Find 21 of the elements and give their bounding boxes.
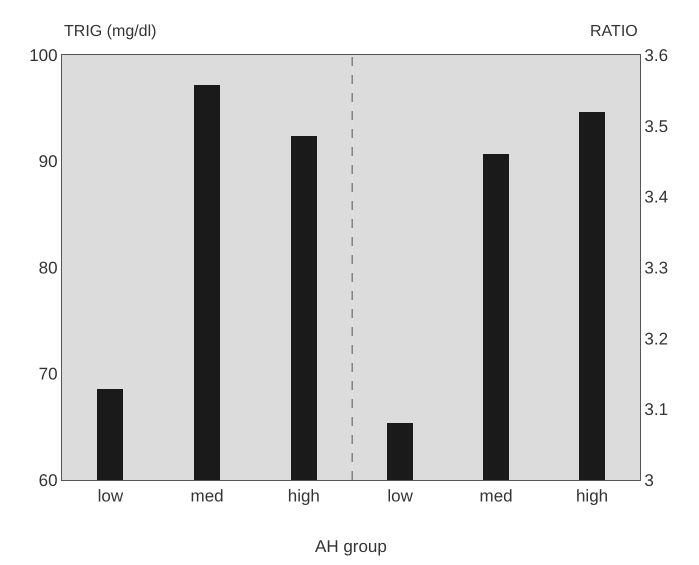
y-tick-label: 90: [38, 152, 58, 172]
y-tick-label: 80: [38, 258, 58, 278]
x-tick-label: med: [190, 486, 224, 506]
y-tick-label: 70: [38, 364, 58, 384]
x-tick-label: high: [576, 486, 608, 506]
x-tick-label: med: [480, 486, 513, 506]
y2-tick-label: 3.6: [644, 46, 668, 65]
y2-tick-label: 3.4: [644, 188, 668, 207]
y2-axis-title: RATIO: [590, 23, 638, 40]
y-tick-label: 60: [38, 470, 58, 490]
y2-tick-label: 3.3: [644, 258, 668, 278]
y-axis-title: TRIG (mg/dl): [64, 23, 156, 40]
y2-tick-label: 3: [644, 470, 654, 490]
y2-tick-label: 3.2: [644, 329, 668, 348]
y2-tick-label: 3.1: [644, 400, 668, 420]
y-tick-label: 100: [29, 46, 58, 65]
y2-tick-label: 3.5: [644, 116, 668, 136]
x-tick-label: low: [387, 486, 414, 506]
x-tick-label: low: [98, 486, 124, 506]
x-tick-label: high: [288, 486, 320, 506]
x-axis-title: AH group: [315, 537, 387, 556]
